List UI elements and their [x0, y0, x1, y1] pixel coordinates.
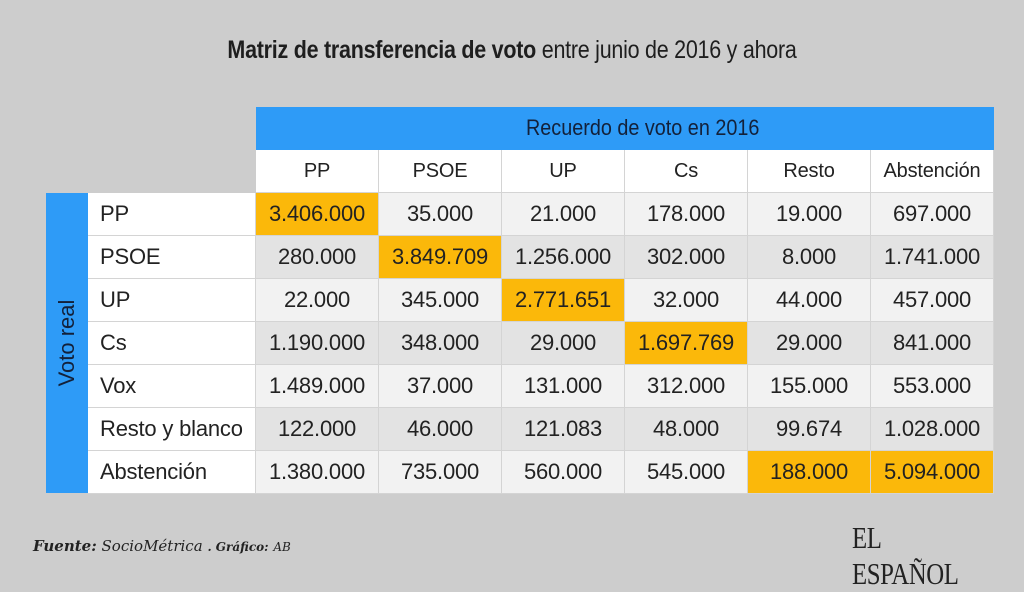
row-label: Vox: [88, 365, 256, 408]
column-header: UP: [502, 150, 625, 193]
highlighted-cell: 188.000: [748, 451, 871, 494]
column-header: PSOE: [379, 150, 502, 193]
el-espanol-logo: EL ESPAÑOL: [852, 520, 959, 591]
table-row: PP 3.406.000 35.000 21.000 178.000 19.000 697.…: [88, 193, 994, 236]
value-cell: 44.000: [748, 279, 871, 322]
value-cell: 348.000: [379, 322, 502, 365]
table-row: PSOE 280.000 3.849.709 1.256.000 302.000 8.00…: [88, 236, 994, 279]
value-cell: 46.000: [379, 408, 502, 451]
transfer-matrix: PP PSOE UP Cs Resto Abstención PP 3.406.000 35.0…: [88, 150, 994, 494]
value-cell: 1.380.000: [256, 451, 379, 494]
value-cell: 178.000: [625, 193, 748, 236]
row-group-header: Voto real: [46, 193, 88, 493]
value-cell: 121.083: [502, 408, 625, 451]
row-label: Cs: [88, 322, 256, 365]
table-row: Abstención 1.380.000 735.000 560.000 545.000…: [88, 451, 994, 494]
row-label: UP: [88, 279, 256, 322]
value-cell: 841.000: [871, 322, 994, 365]
value-cell: 280.000: [256, 236, 379, 279]
row-label: PP: [88, 193, 256, 236]
value-cell: 19.000: [748, 193, 871, 236]
value-cell: 1.028.000: [871, 408, 994, 451]
value-cell: 1.256.000: [502, 236, 625, 279]
value-cell: 1.489.000: [256, 365, 379, 408]
value-cell: 48.000: [625, 408, 748, 451]
column-header-row: PP PSOE UP Cs Resto Abstención: [88, 150, 994, 193]
table-row: Resto y blanco 122.000 46.000 121.083 48.000…: [88, 408, 994, 451]
row-label: Abstención: [88, 451, 256, 494]
row-label: PSOE: [88, 236, 256, 279]
value-cell: 1.741.000: [871, 236, 994, 279]
value-cell: 8.000: [748, 236, 871, 279]
value-cell: 735.000: [379, 451, 502, 494]
credit-label: . Gráfico:: [207, 540, 269, 554]
value-cell: 553.000: [871, 365, 994, 408]
chart-title: Matriz de transferencia de voto entre ju…: [72, 36, 953, 65]
value-cell: 560.000: [502, 451, 625, 494]
row-group-label: Voto real: [54, 299, 79, 387]
value-cell: 35.000: [379, 193, 502, 236]
value-cell: 22.000: [256, 279, 379, 322]
value-cell: 155.000: [748, 365, 871, 408]
title-rest: entre junio de 2016 y ahora: [536, 36, 797, 64]
column-header: Abstención: [871, 150, 994, 193]
highlighted-cell: 1.697.769: [625, 322, 748, 365]
value-cell: 29.000: [748, 322, 871, 365]
value-cell: 131.000: [502, 365, 625, 408]
source-name: SocioMétrica: [101, 537, 203, 555]
value-cell: 29.000: [502, 322, 625, 365]
value-cell: 32.000: [625, 279, 748, 322]
column-header: PP: [256, 150, 379, 193]
highlighted-cell: 2.771.651: [502, 279, 625, 322]
table-row: Vox 1.489.000 37.000 131.000 312.000 155.000 5…: [88, 365, 994, 408]
highlighted-cell: 5.094.000: [871, 451, 994, 494]
corner-blank: [88, 150, 256, 193]
column-group-label: Recuerdo de voto en 2016: [526, 115, 760, 140]
value-cell: 545.000: [625, 451, 748, 494]
value-cell: 457.000: [871, 279, 994, 322]
source-label: Fuente:: [33, 537, 97, 555]
value-cell: 99.674: [748, 408, 871, 451]
value-cell: 312.000: [625, 365, 748, 408]
footer-source: Fuente: SocioMétrica . Gráfico: AB: [33, 537, 291, 555]
table-row: Cs 1.190.000 348.000 29.000 1.697.769 29.000 8…: [88, 322, 994, 365]
column-header: Resto: [748, 150, 871, 193]
row-label: Resto y blanco: [88, 408, 256, 451]
value-cell: 21.000: [502, 193, 625, 236]
title-bold: Matriz de transferencia de voto: [227, 36, 537, 64]
column-header: Cs: [625, 150, 748, 193]
highlighted-cell: 3.849.709: [379, 236, 502, 279]
table-row: UP 22.000 345.000 2.771.651 32.000 44.000 457.…: [88, 279, 994, 322]
value-cell: 697.000: [871, 193, 994, 236]
value-cell: 302.000: [625, 236, 748, 279]
credit-name: AB: [273, 540, 291, 554]
value-cell: 122.000: [256, 408, 379, 451]
value-cell: 1.190.000: [256, 322, 379, 365]
column-group-header: Recuerdo de voto en 2016: [256, 107, 994, 150]
value-cell: 345.000: [379, 279, 502, 322]
highlighted-cell: 3.406.000: [256, 193, 379, 236]
value-cell: 37.000: [379, 365, 502, 408]
